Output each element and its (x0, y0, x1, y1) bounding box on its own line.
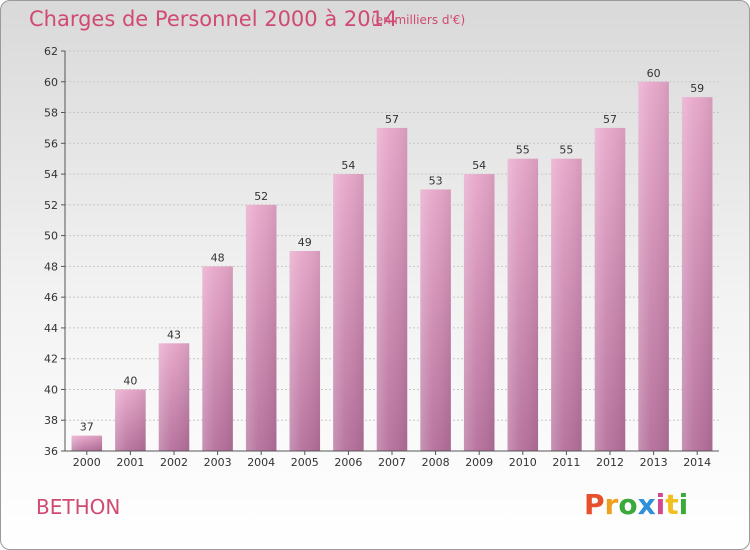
chart-title: Charges de Personnel 2000 à 2014 (29, 7, 398, 31)
logo-letter: t (665, 488, 679, 521)
y-tick-label: 48 (44, 260, 58, 273)
x-tick-label: 2007 (378, 456, 406, 469)
x-tick-label: 2002 (160, 456, 188, 469)
bar-shine (420, 189, 451, 451)
data-label: 60 (647, 67, 661, 80)
data-label: 40 (123, 374, 137, 387)
chart-subtitle: (en milliers d'€) (371, 13, 466, 27)
logo-letter: r (604, 488, 619, 521)
x-tick-label: 2006 (334, 456, 362, 469)
bar-shine (245, 204, 277, 451)
logo-letter: i (678, 488, 689, 521)
bar-shine (202, 266, 233, 451)
bar-shine (71, 435, 103, 451)
x-tick-label: 2008 (422, 456, 450, 469)
bar-shine (681, 97, 713, 452)
y-tick-label: 54 (44, 168, 58, 181)
logo-letter: P (584, 488, 605, 521)
bar-shine (376, 127, 408, 451)
data-label: 57 (603, 113, 617, 126)
bar-shine (638, 81, 669, 452)
x-tick-label: 2011 (552, 456, 580, 469)
x-tick-label: 2000 (73, 456, 101, 469)
bar-shine (158, 343, 190, 451)
data-label: 52 (254, 190, 268, 203)
x-tick-label: 2003 (204, 456, 232, 469)
data-label: 59 (690, 82, 704, 95)
y-tick-label: 36 (44, 445, 58, 458)
y-tick-label: 60 (44, 76, 58, 89)
data-label: 53 (429, 174, 443, 187)
data-label: 55 (559, 144, 573, 157)
bar-shine (594, 127, 626, 451)
x-tick-label: 2005 (291, 456, 319, 469)
proxiti-logo[interactable]: Proxiti (584, 488, 688, 521)
bar-shine (115, 389, 146, 451)
x-tick-label: 2012 (596, 456, 624, 469)
x-tick-label: 2013 (640, 456, 668, 469)
y-tick-label: 38 (44, 414, 58, 427)
data-label: 37 (80, 421, 94, 434)
y-tick-label: 40 (44, 383, 58, 396)
logo-letter: x (637, 488, 656, 521)
data-label: 48 (211, 251, 225, 264)
data-label: 43 (167, 328, 181, 341)
bar-shine (333, 174, 364, 452)
y-tick-label: 44 (44, 322, 58, 335)
y-tick-label: 56 (44, 137, 58, 150)
data-label: 57 (385, 113, 399, 126)
bar-shine (289, 251, 321, 451)
bar-shine (551, 158, 582, 451)
y-tick-label: 42 (44, 353, 58, 366)
logo-letter: i (655, 488, 666, 521)
x-tick-label: 2004 (247, 456, 275, 469)
city-name: BETHON (36, 495, 121, 519)
data-label: 55 (516, 144, 530, 157)
y-tick-label: 58 (44, 107, 58, 120)
data-label: 54 (472, 159, 486, 172)
y-tick-label: 46 (44, 291, 58, 304)
x-tick-label: 2001 (116, 456, 144, 469)
x-tick-label: 2009 (465, 456, 493, 469)
data-label: 49 (298, 236, 312, 249)
logo-letter: o (618, 488, 638, 521)
bar-shine (507, 158, 539, 451)
x-tick-label: 2010 (509, 456, 537, 469)
y-tick-label: 52 (44, 199, 58, 212)
y-tick-label: 62 (44, 45, 58, 58)
x-tick-label: 2014 (683, 456, 711, 469)
y-tick-label: 50 (44, 230, 58, 243)
bar-shine (463, 174, 495, 452)
data-label: 54 (341, 159, 355, 172)
